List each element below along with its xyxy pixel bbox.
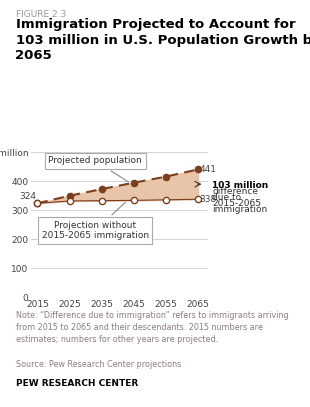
Text: PEW RESEARCH CENTER: PEW RESEARCH CENTER bbox=[16, 379, 138, 388]
Text: 103 million: 103 million bbox=[212, 181, 268, 190]
Text: FIGURE 2.3: FIGURE 2.3 bbox=[16, 10, 66, 19]
Text: Note: “Difference due to immigration” refers to immigrants arriving
from 2015 to: Note: “Difference due to immigration” re… bbox=[16, 311, 288, 344]
Text: 441: 441 bbox=[200, 165, 217, 174]
Text: Projection without
2015-2065 immigration: Projection without 2015-2065 immigration bbox=[42, 202, 149, 240]
Text: 324: 324 bbox=[19, 192, 36, 201]
Text: immigration: immigration bbox=[212, 205, 268, 214]
Text: difference: difference bbox=[212, 187, 258, 196]
Text: 2015-2065: 2015-2065 bbox=[212, 199, 261, 208]
Text: Projected population: Projected population bbox=[48, 157, 142, 182]
Text: Immigration Projected to Account for
103 million in U.S. Population Growth by
20: Immigration Projected to Account for 103… bbox=[16, 18, 310, 62]
Text: due to: due to bbox=[212, 193, 241, 202]
Text: 338: 338 bbox=[200, 195, 217, 204]
Text: Source: Pew Research Center projections: Source: Pew Research Center projections bbox=[16, 360, 181, 369]
